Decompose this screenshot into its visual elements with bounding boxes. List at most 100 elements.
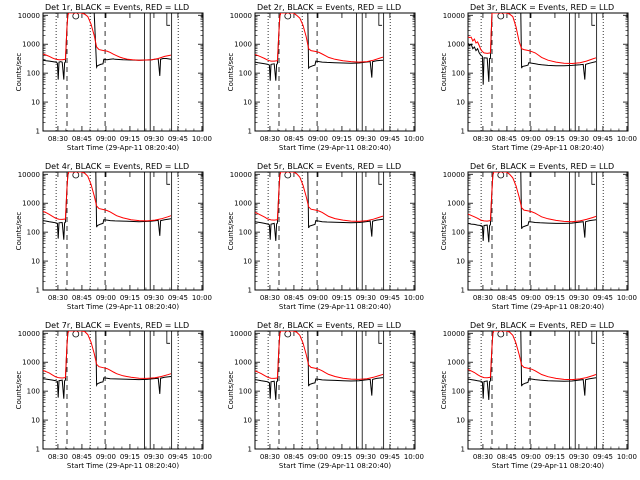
y-tick-label: 100	[27, 388, 40, 396]
y-tick-label: 10	[31, 258, 40, 266]
y-tick-label: 100	[239, 229, 252, 237]
circle-marker	[284, 331, 292, 338]
x-tick-label: 09:15	[332, 294, 352, 302]
x-tick-label: 10:00	[192, 135, 212, 143]
chart-panel-2: Det 2r, BLACK = Events, RED = LLD 1 10 100 1…	[227, 3, 424, 152]
chart-title: Det 6r, BLACK = Events, RED = LLD	[470, 162, 614, 171]
plot-frame	[42, 330, 204, 450]
y-tick-label: 10000	[18, 330, 40, 338]
chart-panel-5: Det 5r, BLACK = Events, RED = LLD 1 10 100 1…	[227, 162, 424, 311]
chart-title: Det 3r, BLACK = Events, RED = LLD	[470, 3, 614, 12]
x-tick-label: 09:45	[168, 453, 188, 461]
lld-series-line	[468, 331, 597, 381]
y-tick-label: 100	[239, 388, 252, 396]
x-tick-label: 08:30	[260, 453, 280, 461]
y-tick-label: 100	[27, 229, 40, 237]
lld-series-line	[468, 172, 597, 223]
y-tick-label: 100	[452, 70, 465, 78]
bracket-marker	[591, 331, 596, 344]
x-axis-label: Start Time (29-Apr-11 08:20:40)	[67, 462, 179, 470]
plot-frame	[467, 171, 629, 291]
lld-series-line	[43, 331, 172, 379]
x-tick-label: 09:15	[545, 453, 565, 461]
chart-panel-8: Det 8r, BLACK = Events, RED = LLD 1 10 100 1…	[227, 321, 424, 470]
x-axis-label: Start Time (29-Apr-11 08:20:40)	[492, 144, 604, 152]
circle-marker	[72, 331, 80, 338]
bracket-marker	[591, 172, 596, 185]
y-tick-label: 1000	[234, 41, 252, 49]
x-tick-label: 09:15	[120, 135, 140, 143]
chart-title: Det 4r, BLACK = Events, RED = LLD	[45, 162, 189, 171]
x-tick-label: 09:30	[356, 294, 376, 302]
x-tick-label: 09:15	[545, 135, 565, 143]
x-tick-label: 10:00	[404, 453, 424, 461]
chart-title: Det 9r, BLACK = Events, RED = LLD	[470, 321, 614, 330]
plot-frame	[42, 171, 204, 291]
x-tick-label: 09:45	[168, 135, 188, 143]
x-tick-label: 08:45	[497, 453, 517, 461]
events-series-line	[43, 331, 172, 399]
plot-frame	[42, 12, 204, 132]
x-tick-label: 08:45	[284, 294, 304, 302]
lld-series-line	[255, 13, 384, 63]
x-tick-label: 09:00	[308, 453, 328, 461]
x-tick-label: 09:30	[569, 453, 589, 461]
y-tick-label: 10000	[230, 171, 252, 179]
y-axis-label: Counts/sec	[440, 371, 448, 410]
plot-area	[43, 331, 179, 449]
x-tick-label: 08:45	[72, 135, 92, 143]
chart-panel-7: Det 7r, BLACK = Events, RED = LLD 1 10 100 1…	[15, 321, 212, 470]
plot-frame	[254, 12, 416, 132]
y-tick-label: 100	[27, 70, 40, 78]
y-tick-label: 10000	[18, 171, 40, 179]
y-tick-label: 1	[461, 446, 465, 454]
events-series-line	[468, 172, 597, 243]
chart-panel-9: Det 9r, BLACK = Events, RED = LLD 1 10 100 1…	[440, 321, 637, 470]
x-tick-label: 08:30	[48, 294, 68, 302]
y-tick-label: 10000	[443, 330, 465, 338]
y-tick-label: 1	[36, 128, 40, 136]
x-tick-label: 09:30	[569, 294, 589, 302]
x-tick-label: 08:45	[284, 453, 304, 461]
chart-panel-3: Det 3r, BLACK = Events, RED = LLD 1 10 100 1…	[440, 3, 637, 152]
plot-frame	[254, 330, 416, 450]
y-axis-label: Counts/sec	[440, 53, 448, 92]
bracket-marker	[378, 172, 383, 185]
y-tick-label: 1000	[22, 359, 40, 367]
x-tick-label: 09:15	[332, 135, 352, 143]
x-tick-label: 10:00	[617, 135, 637, 143]
x-tick-label: 10:00	[617, 453, 637, 461]
events-series-line	[468, 331, 597, 400]
x-tick-label: 09:45	[380, 453, 400, 461]
x-tick-label: 09:45	[593, 294, 613, 302]
x-tick-label: 09:45	[593, 453, 613, 461]
x-tick-label: 09:30	[356, 453, 376, 461]
x-tick-label: 09:00	[521, 135, 541, 143]
x-tick-label: 09:15	[120, 453, 140, 461]
chart-title: Det 7r, BLACK = Events, RED = LLD	[45, 321, 189, 330]
chart-title: Det 2r, BLACK = Events, RED = LLD	[257, 3, 401, 12]
y-axis-label: Counts/sec	[15, 53, 23, 92]
events-series-line	[255, 172, 384, 241]
circle-marker	[284, 172, 292, 179]
x-tick-label: 08:30	[48, 453, 68, 461]
x-tick-label: 10:00	[404, 294, 424, 302]
y-tick-label: 1	[248, 128, 252, 136]
plot-area	[468, 13, 604, 131]
chart-panel-4: Det 4r, BLACK = Events, RED = LLD 1 10 100 1…	[15, 162, 212, 311]
chart-title: Det 5r, BLACK = Events, RED = LLD	[257, 162, 401, 171]
x-tick-label: 08:45	[497, 294, 517, 302]
x-tick-label: 10:00	[192, 294, 212, 302]
y-tick-label: 100	[452, 388, 465, 396]
x-tick-label: 09:15	[120, 294, 140, 302]
y-axis-label: Counts/sec	[227, 53, 235, 92]
x-tick-label: 09:15	[332, 453, 352, 461]
y-tick-label: 10000	[18, 12, 40, 20]
x-tick-label: 09:00	[308, 294, 328, 302]
y-axis-label: Counts/sec	[227, 212, 235, 251]
circle-marker	[497, 13, 505, 20]
y-tick-label: 10	[456, 99, 465, 107]
plot-area	[255, 331, 391, 449]
events-series-line	[255, 13, 384, 81]
